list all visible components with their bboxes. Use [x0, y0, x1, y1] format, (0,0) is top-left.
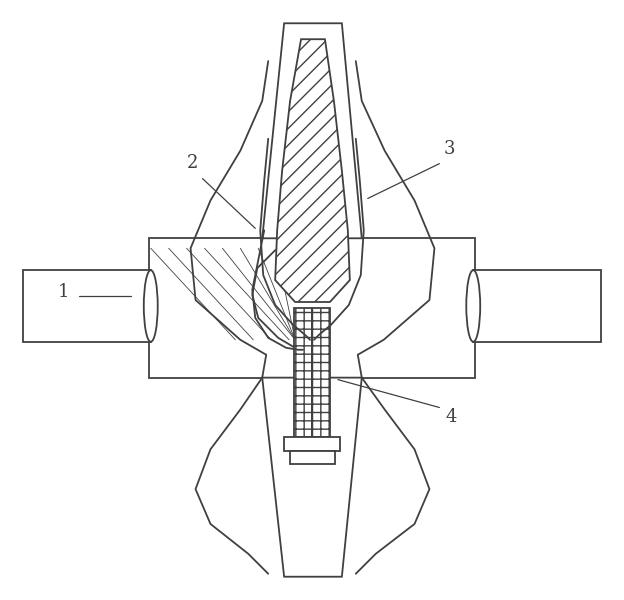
Ellipse shape [466, 270, 480, 342]
Polygon shape [262, 23, 362, 238]
Ellipse shape [144, 270, 158, 342]
Text: 1: 1 [57, 283, 69, 301]
Polygon shape [284, 437, 340, 451]
Text: 3: 3 [444, 140, 455, 158]
Text: 4: 4 [446, 409, 457, 427]
Polygon shape [149, 238, 475, 377]
Polygon shape [290, 451, 335, 464]
Polygon shape [473, 270, 601, 342]
Polygon shape [275, 39, 350, 302]
Polygon shape [262, 377, 362, 577]
Text: 2: 2 [187, 154, 198, 172]
Polygon shape [294, 308, 312, 437]
Polygon shape [23, 270, 151, 342]
Polygon shape [312, 308, 330, 437]
